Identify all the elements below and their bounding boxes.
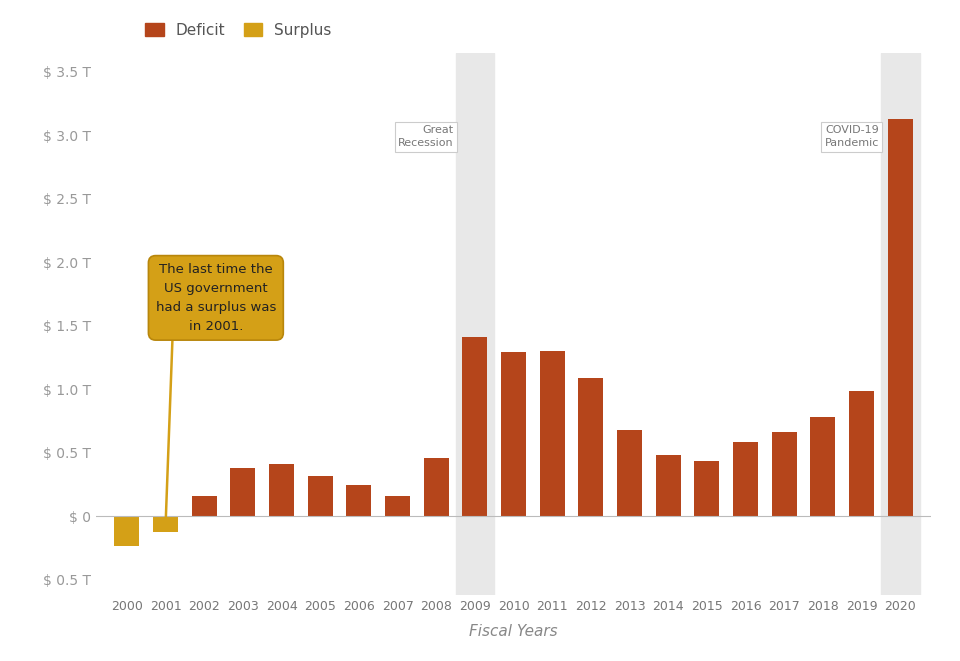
X-axis label: Fiscal Years: Fiscal Years xyxy=(469,624,558,639)
Bar xyxy=(578,378,604,516)
Bar xyxy=(501,352,526,516)
Bar xyxy=(463,337,488,516)
Bar xyxy=(114,516,139,546)
Bar xyxy=(694,461,719,516)
Legend: Deficit, Surplus: Deficit, Surplus xyxy=(145,22,332,38)
Bar xyxy=(230,468,255,516)
Text: Great
Recession: Great Recession xyxy=(398,125,454,149)
Bar xyxy=(656,455,681,516)
Bar xyxy=(308,476,333,516)
Bar xyxy=(733,442,758,516)
Bar xyxy=(385,496,410,516)
Bar xyxy=(617,430,642,516)
Bar xyxy=(881,53,920,595)
Bar xyxy=(888,118,913,516)
Bar xyxy=(347,485,372,516)
Bar xyxy=(540,351,564,516)
Text: COVID-19
Pandemic: COVID-19 Pandemic xyxy=(825,125,879,149)
Bar xyxy=(456,53,494,595)
Bar xyxy=(772,432,797,516)
Bar xyxy=(153,516,179,533)
Text: The last time the
US government
had a surplus was
in 2001.: The last time the US government had a su… xyxy=(156,263,276,333)
Bar xyxy=(849,391,875,516)
Bar xyxy=(192,496,217,516)
Bar xyxy=(423,458,449,516)
Bar xyxy=(269,464,294,516)
Bar xyxy=(810,417,835,516)
